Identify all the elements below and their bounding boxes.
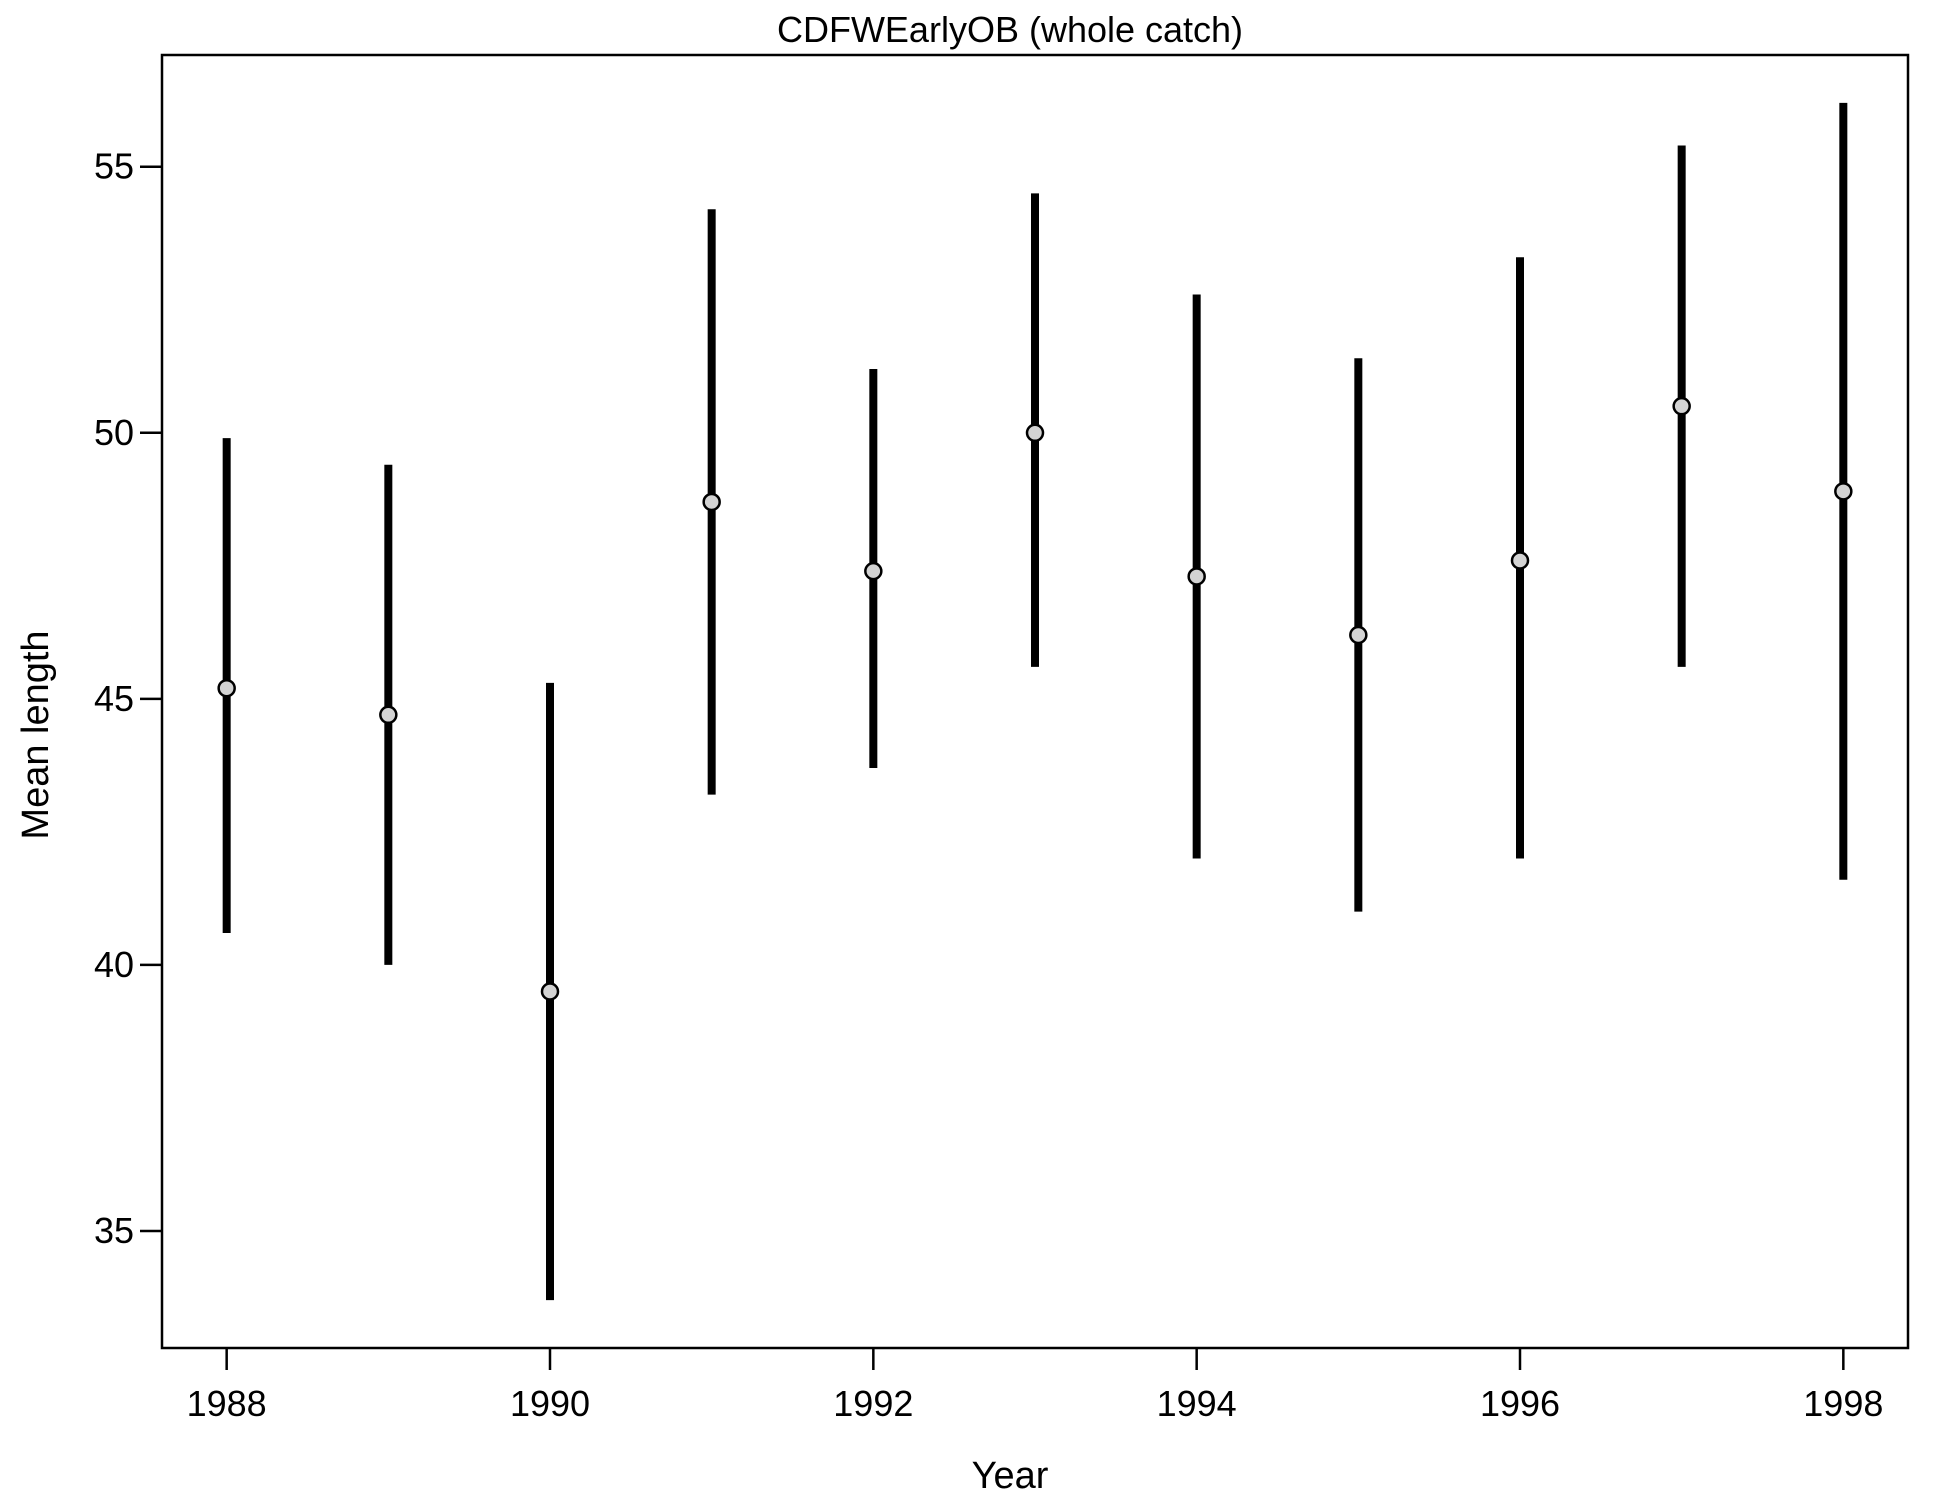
data-point (1025, 423, 1045, 443)
error-bars (222, 102, 1848, 1301)
x-tick-label: 1994 (1157, 1383, 1237, 1424)
y-tick-label: 55 (94, 146, 134, 187)
data-point (702, 492, 721, 512)
y-tick-label: 45 (94, 678, 134, 719)
y-tick-label: 50 (94, 412, 134, 453)
data-point (1349, 625, 1368, 645)
data-point (864, 561, 883, 581)
data-points (217, 396, 1853, 1001)
chart-title: CDFWEarlyOB (whole catch) (777, 9, 1243, 50)
data-point (1187, 567, 1206, 586)
y-axis-title: Mean length (15, 630, 57, 839)
data-point (540, 982, 560, 1001)
plot-frame (160, 53, 1910, 1350)
data-point (1834, 482, 1853, 501)
y-axis: 35 40 45 50 55 (94, 146, 162, 1251)
data-point (1510, 551, 1530, 570)
y-tick-label: 40 (94, 944, 134, 985)
data-point (1672, 396, 1691, 416)
x-tick-label: 1992 (833, 1383, 913, 1424)
data-point (379, 705, 398, 725)
x-tick-label: 1990 (510, 1383, 590, 1424)
x-tick-label: 1996 (1480, 1383, 1560, 1424)
x-tick-label: 1988 (187, 1383, 267, 1424)
y-tick-label: 35 (94, 1210, 134, 1251)
x-tick-label: 1998 (1803, 1383, 1883, 1424)
x-axis-title: Year (972, 1455, 1049, 1497)
data-point (217, 678, 236, 698)
x-axis: 1988 1990 1992 1994 1996 1998 (187, 1348, 1883, 1424)
